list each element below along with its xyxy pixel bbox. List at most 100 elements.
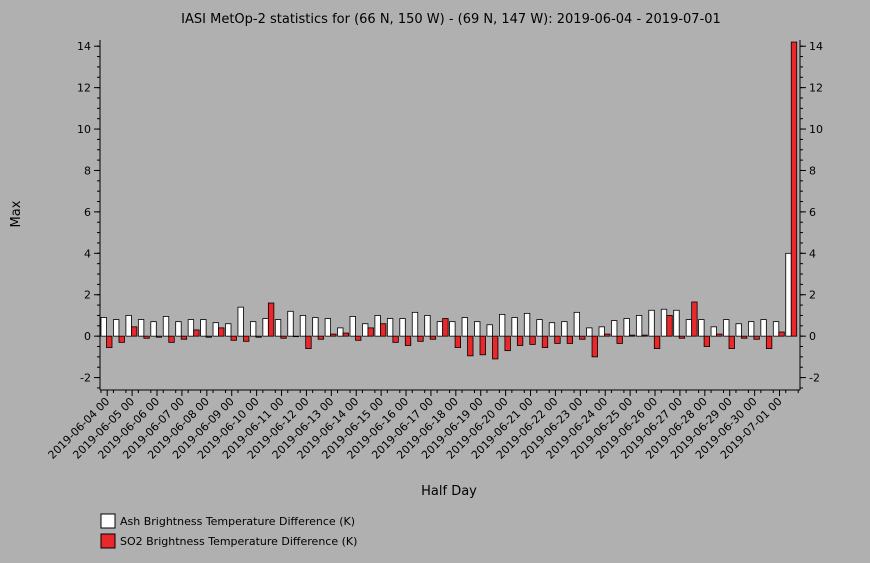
bars (100, 41, 798, 360)
so2-bar (616, 335, 623, 344)
so2-bar (330, 333, 337, 337)
ash-bar (785, 252, 792, 337)
so2-bar (429, 335, 437, 340)
so2-bar (218, 327, 225, 337)
y-tick-label-right: 0 (809, 330, 816, 343)
so2-bar (666, 315, 673, 337)
ash-bar (698, 319, 705, 337)
ash-bar (748, 321, 755, 337)
so2-bar (566, 335, 574, 344)
so2-bar (255, 335, 262, 338)
ash-bar (312, 317, 319, 337)
ash-bar (212, 322, 219, 337)
ash-bar (324, 318, 332, 337)
ash-bar (449, 321, 456, 337)
so2-bar (604, 333, 611, 337)
ash-bar (349, 316, 356, 337)
ash-bar (100, 317, 107, 337)
legend-so2-label: SO2 Brightness Temperature Difference (K… (120, 535, 357, 548)
ash-bar (399, 318, 406, 337)
y-tick-label-left: 8 (84, 164, 91, 177)
so2-bar (504, 335, 511, 352)
ash-bar (411, 311, 419, 337)
y-tick-label-right: 4 (809, 247, 816, 260)
y-tick-label-left: -2 (80, 372, 91, 385)
ash-bar (225, 323, 232, 337)
ash-bar (685, 319, 693, 337)
ash-bar (150, 321, 157, 337)
so2-bar (591, 335, 598, 358)
ash-bar (673, 309, 680, 337)
ash-bar (474, 321, 481, 337)
ash-bar (511, 317, 518, 337)
so2-bar (741, 335, 748, 339)
so2-bar (292, 335, 300, 338)
so2-bar (180, 335, 188, 340)
so2-bar (379, 323, 387, 337)
ash-bar (200, 319, 207, 337)
right-y-ticks: -2 0 2 4 6 8 10 12 14 (800, 40, 823, 389)
ash-bar (274, 319, 282, 337)
legend-ash-swatch (100, 513, 116, 529)
so2-bar (678, 335, 686, 339)
so2-bar (579, 335, 586, 340)
so2-bar (392, 335, 399, 343)
ash-bar (162, 316, 170, 337)
ash-bar (175, 321, 182, 337)
so2-bar (629, 334, 636, 337)
ash-bar (523, 312, 531, 337)
ash-bar (113, 319, 120, 337)
so2-bar (367, 327, 374, 337)
x-axis-label: Half Day (421, 484, 477, 499)
left-y-ticks: -2 0 2 4 6 8 10 12 14 (77, 40, 100, 389)
ash-bar (660, 308, 668, 337)
ash-bar (648, 309, 655, 337)
so2-bar (193, 329, 200, 337)
so2-bar (118, 335, 125, 343)
legend-ash-label: Ash Brightness Temperature Difference (K… (120, 515, 355, 528)
so2-bar (529, 335, 536, 345)
so2-bar (230, 335, 237, 341)
ash-bar (586, 327, 593, 337)
y-tick-label-right: 10 (809, 123, 823, 136)
so2-bar (168, 335, 175, 343)
so2-bar (155, 335, 163, 338)
ash-bar (735, 323, 742, 337)
so2-bar (442, 318, 449, 337)
ash-bar (561, 321, 568, 337)
so2-bar (554, 335, 561, 344)
legend-so2-swatch (100, 533, 116, 549)
ash-bar (125, 315, 132, 337)
so2-bar (753, 335, 760, 340)
so2-bar (305, 335, 312, 349)
ash-bar (461, 317, 468, 337)
y-tick-label-left: 6 (84, 206, 91, 219)
so2-bar (653, 335, 661, 349)
so2-bar (467, 335, 474, 357)
ash-bar (137, 319, 145, 337)
y-tick-label-left: 14 (77, 40, 91, 53)
so2-bar (778, 331, 785, 337)
y-tick-label-left: 12 (77, 82, 91, 95)
y-tick-label-right: 8 (809, 164, 816, 177)
so2-bar (728, 335, 735, 349)
so2-bar (355, 335, 362, 341)
y-tick-label-right: 6 (809, 206, 816, 219)
ash-bar (635, 315, 643, 337)
ash-bar (262, 318, 269, 337)
so2-bar (205, 335, 213, 338)
so2-bar (479, 335, 486, 356)
ash-bar (386, 318, 394, 337)
chart-title: IASI MetOp-2 statistics for (66 N, 150 W… (181, 12, 721, 27)
ash-bar (299, 315, 307, 337)
y-tick-label-right: 14 (809, 40, 823, 53)
y-tick-label-left: 10 (77, 123, 91, 136)
ash-bar (611, 320, 618, 337)
ash-bar (187, 319, 195, 337)
y-tick-label-right: 2 (809, 289, 816, 302)
so2-bar (492, 335, 499, 360)
ash-bar (337, 327, 344, 337)
ash-bar (486, 324, 493, 337)
